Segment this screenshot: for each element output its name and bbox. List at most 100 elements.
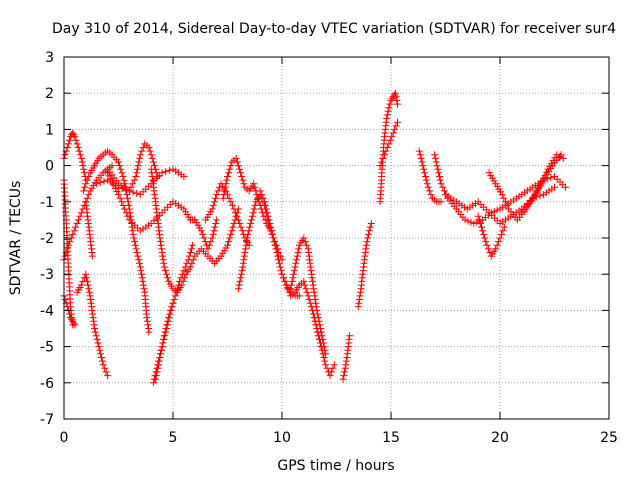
data-point [490, 208, 498, 215]
data-point [376, 162, 384, 170]
data-point [130, 176, 138, 184]
data-point [541, 171, 549, 179]
data-point [431, 151, 439, 159]
data-point [230, 205, 238, 213]
data-point [97, 350, 105, 358]
data-point [81, 183, 89, 191]
data-point [384, 107, 392, 115]
data-point [212, 220, 220, 227]
data-point [136, 259, 143, 267]
data-point [162, 168, 170, 176]
data-point [434, 165, 442, 173]
data-point [381, 151, 388, 159]
data-point [263, 209, 271, 217]
data-point [305, 296, 313, 303]
series-arc-r [256, 187, 303, 300]
data-point [156, 234, 164, 242]
data-point [82, 270, 90, 278]
data-point [237, 223, 245, 231]
data-point [549, 157, 557, 164]
data-point [135, 256, 143, 264]
data-point [111, 184, 119, 192]
data-point [311, 296, 319, 303]
data-point [212, 194, 219, 202]
data-point [436, 176, 444, 184]
data-point [244, 230, 252, 238]
data-point [342, 357, 350, 365]
data-point [493, 206, 501, 214]
data-point [228, 201, 236, 209]
data-point [158, 169, 166, 177]
data-point [145, 144, 153, 151]
data-point [63, 144, 71, 151]
data-point [233, 212, 241, 220]
data-point [383, 111, 391, 119]
data-point [265, 216, 273, 224]
y-tick-label: -6 [40, 376, 54, 392]
data-point [289, 274, 297, 282]
series-arc-ac [474, 212, 508, 260]
data-point [301, 238, 309, 246]
data-point [421, 169, 429, 177]
y-tick-label: 3 [45, 50, 54, 66]
data-point [240, 256, 248, 264]
data-point [138, 274, 146, 282]
data-point [138, 270, 145, 278]
data-point [115, 191, 122, 199]
data-point [140, 285, 148, 293]
data-point [238, 267, 246, 275]
data-point [528, 195, 536, 203]
data-point [213, 216, 221, 224]
data-point [184, 256, 192, 264]
series-arc-a [60, 129, 90, 184]
data-point [238, 227, 246, 235]
data-point [83, 176, 91, 184]
data-point [495, 238, 502, 246]
data-point [167, 306, 175, 314]
data-point [92, 332, 100, 340]
data-point [312, 303, 320, 311]
data-point [119, 173, 127, 180]
data-point [98, 357, 106, 365]
data-point [82, 180, 90, 188]
data-point [108, 162, 116, 170]
data-point [501, 198, 509, 206]
data-point [91, 328, 99, 336]
data-point [317, 343, 325, 351]
data-point [391, 89, 399, 97]
series-arc-y [376, 118, 401, 170]
data-point [208, 234, 216, 242]
data-point [498, 230, 505, 238]
data-point [94, 339, 102, 347]
data-point [93, 180, 101, 188]
data-point [264, 212, 272, 220]
data-point [173, 285, 181, 293]
data-point [266, 220, 274, 227]
data-point [63, 245, 71, 253]
data-point [234, 162, 242, 170]
data-point [200, 234, 208, 242]
data-point [278, 270, 286, 278]
data-point [533, 188, 541, 196]
data-point [532, 189, 540, 197]
data-point [73, 140, 81, 148]
data-point [551, 183, 558, 191]
data-point [433, 162, 441, 170]
data-point [155, 357, 163, 365]
data-point [146, 147, 154, 155]
data-point [160, 263, 168, 271]
data-point [301, 281, 309, 289]
data-point [91, 325, 98, 332]
data-point [137, 267, 145, 275]
data-point [478, 223, 485, 231]
data-point [269, 234, 277, 242]
x-tick-label: 10 [273, 430, 291, 446]
data-point [316, 339, 324, 347]
data-point [180, 267, 188, 275]
data-point [116, 194, 124, 202]
series-arc-f [82, 198, 96, 260]
data-point [267, 223, 275, 231]
data-point [131, 238, 139, 246]
data-point [535, 183, 543, 191]
data-point [290, 267, 298, 275]
